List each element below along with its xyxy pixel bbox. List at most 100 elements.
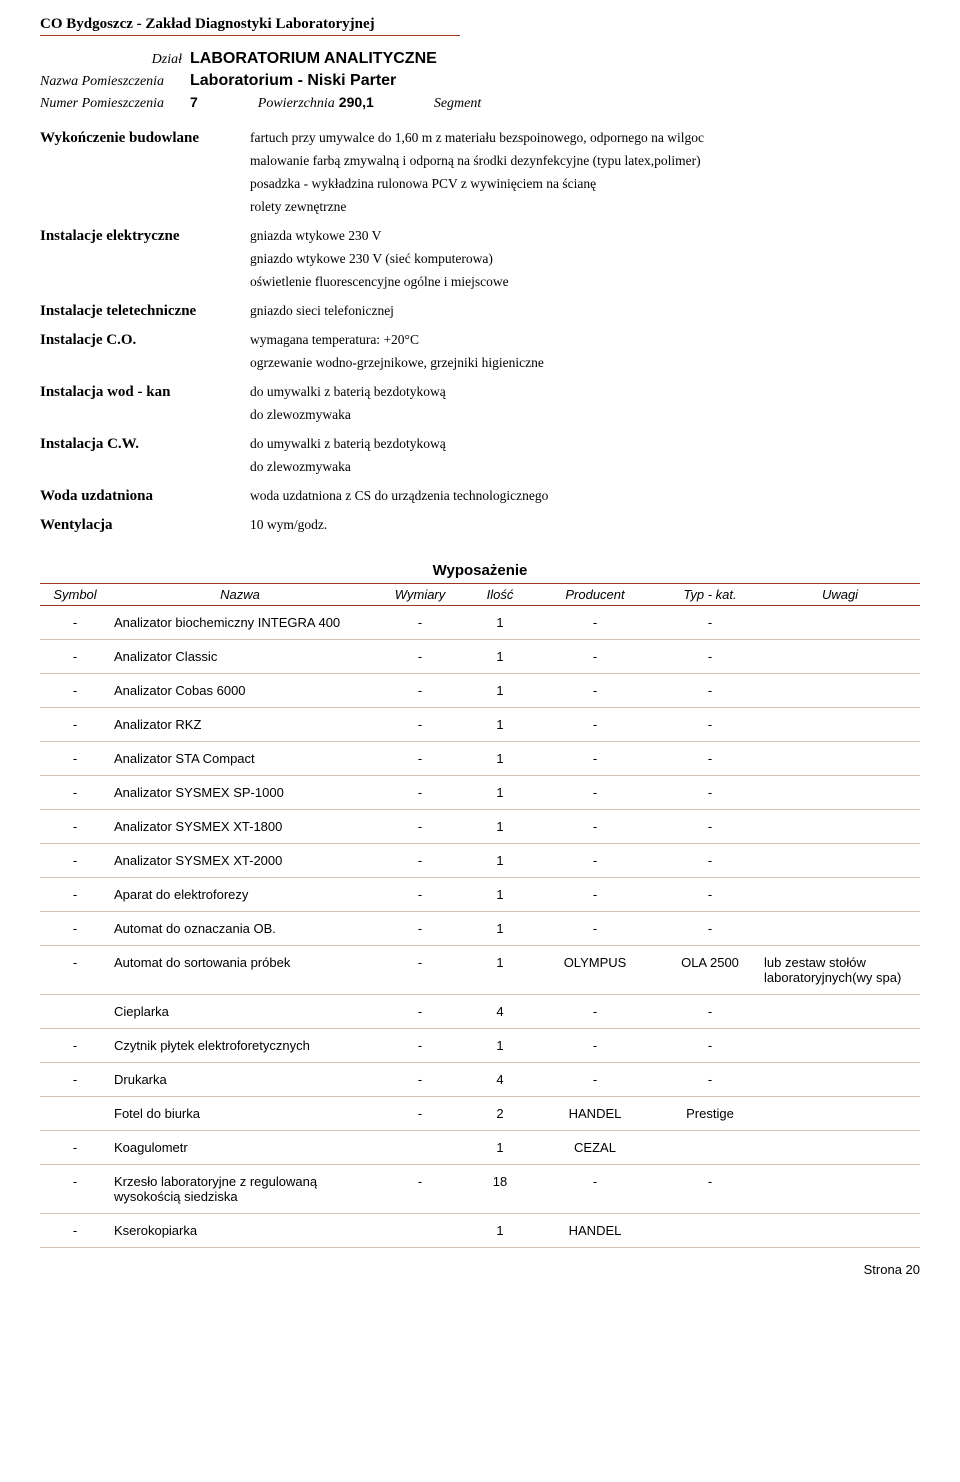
cell-typ: - — [660, 1038, 760, 1053]
cell-ilosc: 18 — [470, 1174, 530, 1189]
header-block: Dział LABORATORIUM ANALITYCZNE Nazwa Pom… — [40, 50, 920, 112]
cell-wymiary: - — [370, 853, 470, 868]
details-container: Wykończenie budowlanefartuch przy umywal… — [40, 130, 920, 540]
cell-producent: - — [530, 1038, 660, 1053]
cell-producent: HANDEL — [530, 1223, 660, 1238]
detail-line: do zlewozmywaka — [250, 459, 920, 475]
cell-producent: - — [530, 649, 660, 664]
detail-line: rolety zewnętrzne — [250, 199, 920, 215]
table-row: -Koagulometr1CEZAL — [40, 1131, 920, 1165]
nazwa-label: Nazwa Pomieszczenia — [40, 74, 190, 90]
header-row-numer: Numer Pomieszczenia 7 Powierzchnia 290,1… — [40, 94, 920, 112]
detail-label: Woda uzdatniona — [40, 488, 250, 511]
cell-producent: - — [530, 785, 660, 800]
col-header-symbol: Symbol — [40, 587, 110, 602]
cell-nazwa: Cieplarka — [110, 1004, 370, 1019]
detail-values: woda uzdatniona z CS do urządzenia techn… — [250, 488, 920, 511]
cell-symbol: - — [40, 887, 110, 902]
cell-symbol: - — [40, 1174, 110, 1189]
detail-values: wymagana temperatura: +20°C ogrzewanie wo… — [250, 332, 920, 378]
org-title: CO Bydgoszcz - Zakład Diagnostyki Labora… — [40, 16, 920, 33]
title-underline — [40, 35, 460, 36]
cell-ilosc: 1 — [470, 785, 530, 800]
cell-producent: - — [530, 921, 660, 936]
detail-line: oświetlenie fluorescencyjne ogólne i mie… — [250, 274, 920, 290]
cell-nazwa: Kserokopiarka — [110, 1223, 370, 1238]
cell-symbol: - — [40, 955, 110, 970]
detail-line: wymagana temperatura: +20°C — [250, 332, 920, 348]
table-row: -Kserokopiarka1HANDEL — [40, 1214, 920, 1248]
cell-uwagi: lub zestaw stołów laboratoryjnych(wy spa… — [760, 955, 920, 985]
detail-label: Wykończenie budowlane — [40, 130, 250, 222]
detail-values: gniazda wtykowe 230 Vgniazdo wtykowe 230… — [250, 228, 920, 297]
table-row: -Aparat do elektroforezy-1-- — [40, 878, 920, 912]
detail-row: Woda uzdatnionawoda uzdatniona z CS do u… — [40, 488, 920, 511]
col-header-uwagi: Uwagi — [760, 587, 920, 602]
cell-typ: - — [660, 717, 760, 732]
pow-value: 290,1 — [339, 94, 374, 110]
detail-label: Instalacja C.W. — [40, 436, 250, 482]
detail-line: do umywalki z baterią bezdotykową — [250, 384, 920, 400]
cell-wymiary: - — [370, 921, 470, 936]
cell-wymiary: - — [370, 1004, 470, 1019]
cell-nazwa: Analizator RKZ — [110, 717, 370, 732]
detail-label: Wentylacja — [40, 517, 250, 540]
table-row: -Automat do oznaczania OB.-1-- — [40, 912, 920, 946]
col-header-nazwa: Nazwa — [110, 587, 370, 602]
cell-wymiary: - — [370, 887, 470, 902]
detail-values: do umywalki z baterią bezdotykowądo zlew… — [250, 436, 920, 482]
cell-typ: - — [660, 615, 760, 630]
cell-nazwa: Analizator biochemiczny INTEGRA 400 — [110, 615, 370, 630]
cell-ilosc: 1 — [470, 683, 530, 698]
cell-ilosc: 1 — [470, 921, 530, 936]
table-row: -Czytnik płytek elektroforetycznych-1-- — [40, 1029, 920, 1063]
cell-symbol: - — [40, 1072, 110, 1087]
table-row: -Analizator biochemiczny INTEGRA 400-1-- — [40, 606, 920, 640]
dzial-label: Dział — [40, 52, 190, 68]
cell-nazwa: Analizator Cobas 6000 — [110, 683, 370, 698]
cell-producent: - — [530, 853, 660, 868]
segment-label: Segment — [434, 96, 481, 112]
table-row: -Analizator SYSMEX XT-1800-1-- — [40, 810, 920, 844]
nazwa-value: Laboratorium - Niski Parter — [190, 72, 396, 90]
header-row-dzial: Dział LABORATORIUM ANALITYCZNE — [40, 50, 920, 68]
cell-nazwa: Czytnik płytek elektroforetycznych — [110, 1038, 370, 1053]
detail-label: Instalacje C.O. — [40, 332, 250, 378]
cell-symbol: - — [40, 751, 110, 766]
cell-symbol: - — [40, 1140, 110, 1155]
cell-typ: - — [660, 819, 760, 834]
cell-nazwa: Automat do oznaczania OB. — [110, 921, 370, 936]
cell-symbol: - — [40, 1038, 110, 1053]
cell-typ: - — [660, 853, 760, 868]
cell-nazwa: Analizator SYSMEX SP-1000 — [110, 785, 370, 800]
equipment-rows: -Analizator biochemiczny INTEGRA 400-1--… — [40, 606, 920, 1248]
col-header-wymiary: Wymiary — [370, 587, 470, 602]
cell-typ: OLA 2500 — [660, 955, 760, 970]
cell-symbol: - — [40, 717, 110, 732]
numer-label: Numer Pomieszczenia — [40, 96, 190, 112]
cell-wymiary: - — [370, 785, 470, 800]
cell-producent: - — [530, 1004, 660, 1019]
cell-typ: - — [660, 649, 760, 664]
detail-label: Instalacje teletechniczne — [40, 303, 250, 326]
cell-typ: - — [660, 1072, 760, 1087]
detail-row: Instalacje elektrycznegniazda wtykowe 23… — [40, 228, 920, 297]
cell-symbol: - — [40, 683, 110, 698]
detail-values: do umywalki z baterią bezdotykowądo zlew… — [250, 384, 920, 430]
cell-nazwa: Analizator STA Compact — [110, 751, 370, 766]
detail-line: fartuch przy umywalce do 1,60 m z materi… — [250, 130, 920, 146]
cell-nazwa: Analizator SYSMEX XT-2000 — [110, 853, 370, 868]
detail-line: gniazda wtykowe 230 V — [250, 228, 920, 244]
detail-line: posadzka - wykładzina rulonowa PCV z wyw… — [250, 176, 920, 192]
cell-ilosc: 1 — [470, 751, 530, 766]
detail-row: Wykończenie budowlanefartuch przy umywal… — [40, 130, 920, 222]
table-row: Cieplarka-4-- — [40, 995, 920, 1029]
detail-line: ogrzewanie wodno-grzejnikowe, grzejniki … — [250, 355, 920, 371]
cell-typ: - — [660, 751, 760, 766]
cell-ilosc: 1 — [470, 1140, 530, 1155]
cell-producent: - — [530, 1174, 660, 1189]
cell-ilosc: 1 — [470, 649, 530, 664]
header-row-nazwa: Nazwa Pomieszczenia Laboratorium - Niski… — [40, 72, 920, 90]
cell-nazwa: Analizator Classic — [110, 649, 370, 664]
cell-producent: - — [530, 887, 660, 902]
